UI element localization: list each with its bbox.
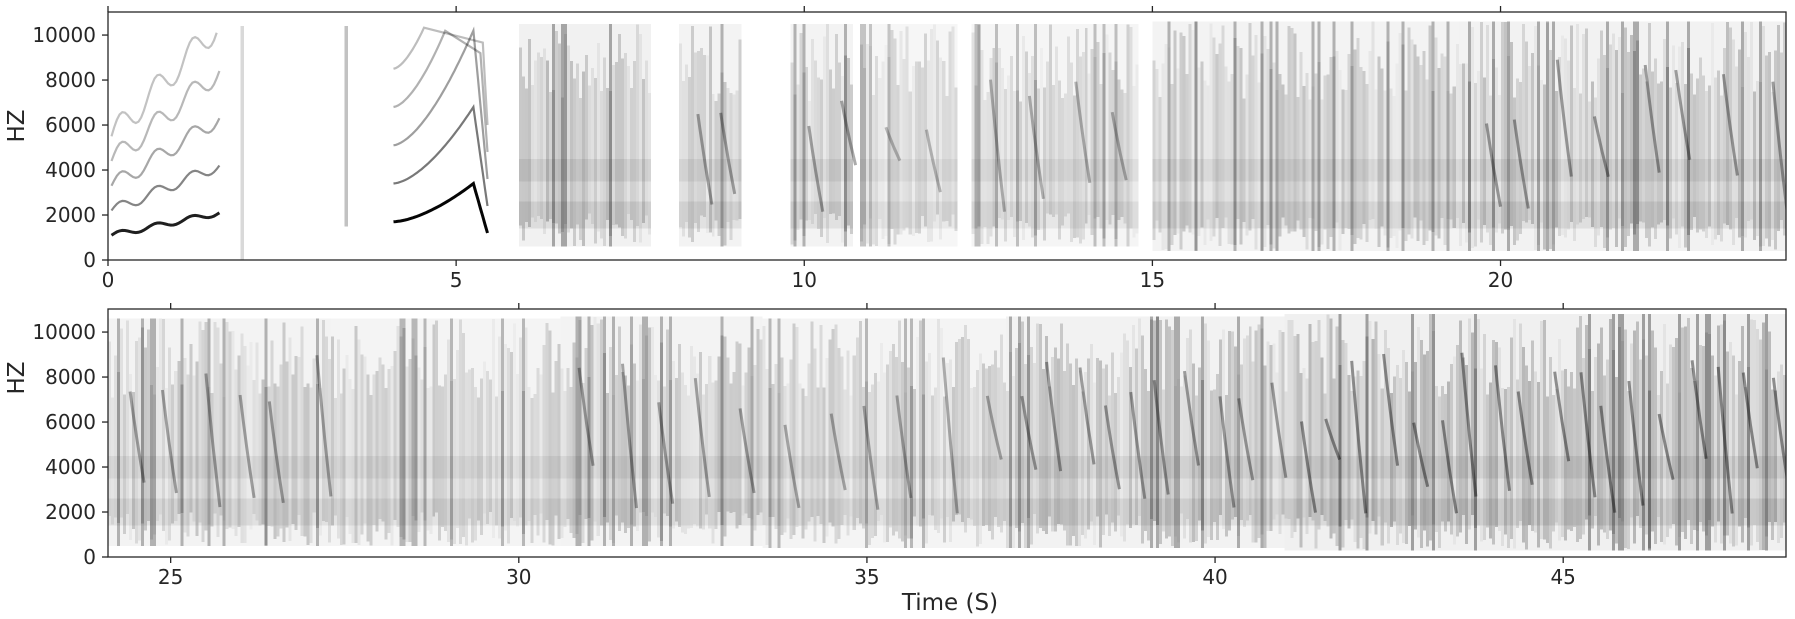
- y-tick-label: 0: [83, 248, 96, 272]
- y-axis-label-top: HZ: [4, 109, 30, 142]
- y-tick-label: 10000: [32, 23, 96, 47]
- spectrogram-segment: [971, 23, 1139, 247]
- spectrogram-segment: [240, 26, 244, 260]
- plot-frame: [107, 308, 1787, 558]
- spectrogram-segment: [518, 23, 652, 247]
- x-tick-label: 15: [1140, 268, 1165, 292]
- spectrogram-segment: [790, 23, 858, 247]
- y-tick-label: 4000: [45, 455, 96, 479]
- spectrogram-segment: [560, 316, 763, 546]
- y-axis-label-bottom: HZ: [4, 361, 30, 394]
- spectrogram-segment: [678, 23, 742, 247]
- x-tick-label: 25: [158, 565, 183, 589]
- x-tick-label: 30: [506, 565, 531, 589]
- y-tick-label: 2000: [45, 500, 96, 524]
- x-tick-label: 45: [1550, 565, 1575, 589]
- spectrogram-segment: [393, 26, 489, 234]
- y-tick-label: 6000: [45, 113, 96, 137]
- y-tick-label: 6000: [45, 410, 96, 434]
- x-tick-label: 10: [792, 268, 817, 292]
- y-tick-label: 4000: [45, 158, 96, 182]
- x-tick-label: 0: [102, 268, 115, 292]
- spectrogram-segment: [108, 318, 333, 546]
- spectrogram-top-panel: HZ 0 5 10 15 20 0 2000 4000 6000 8000 10000: [4, 6, 1787, 292]
- x-tick-label: 35: [854, 565, 879, 589]
- x-tick-label: 20: [1488, 268, 1513, 292]
- spectrogram-segment: [1006, 316, 1288, 549]
- y-tick-label: 8000: [45, 365, 96, 389]
- spectrogram-segment: [762, 318, 1007, 549]
- y-tick-label: 8000: [45, 68, 96, 92]
- spectrogram-segment: [344, 26, 349, 227]
- x-tick-label: 40: [1202, 565, 1227, 589]
- spectrogram-bottom-panel: HZ Time (S) 25 30 35 40 45 0 2000 4000 6000 8000 1…: [4, 303, 1787, 616]
- spectrogram-segment: [1458, 21, 1786, 252]
- y-tick-label: 2000: [45, 203, 96, 227]
- spectrogram-segment: [110, 32, 221, 237]
- x-axis-label: Time (S): [901, 590, 998, 616]
- spectrogram-segment: [330, 318, 561, 546]
- spectrogram-segment: [1284, 314, 1786, 551]
- plot-frame: [107, 11, 1787, 261]
- y-tick-label: 10000: [32, 320, 96, 344]
- spectrogram-segment: [1152, 21, 1459, 252]
- y-tick-label: 0: [83, 545, 96, 569]
- spectrogram-segment: [859, 23, 958, 247]
- x-tick-label: 5: [450, 268, 463, 292]
